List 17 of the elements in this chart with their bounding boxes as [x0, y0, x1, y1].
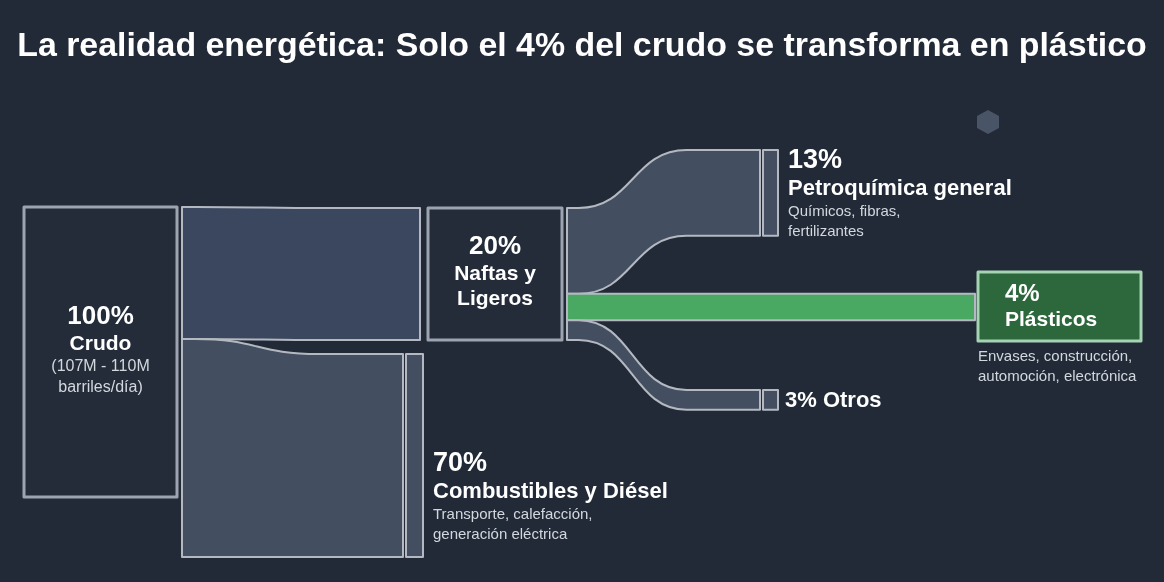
text: Químicos, fibras, fertilizantes: [788, 201, 901, 239]
category-label: Crudo: [69, 330, 132, 354]
text: Transporte, calefacción, generación eléctrica: [433, 504, 593, 542]
data-label: 3%: [785, 386, 817, 412]
text: (107M - 110M barriles/día): [51, 356, 150, 395]
data-label: 20%: [468, 230, 522, 261]
category-label: Naftas y Ligeros: [454, 261, 537, 310]
category-label: Petroquímica general: [788, 175, 1012, 201]
category-label: Combustibles y Diésel: [433, 478, 668, 504]
category-label: Otros: [822, 386, 882, 412]
text: La realidad energética: Solo el 4% del crudo se transforma en plástico: [17, 25, 1147, 63]
data-label: 13%: [788, 143, 843, 174]
text: Envases, construcción, automoción, electrónica: [978, 346, 1138, 384]
data-label: 100%: [67, 299, 134, 330]
data-label: 70%: [433, 446, 488, 477]
data-label: 4%: [1005, 278, 1040, 306]
category-label: Plásticos: [1005, 307, 1098, 331]
